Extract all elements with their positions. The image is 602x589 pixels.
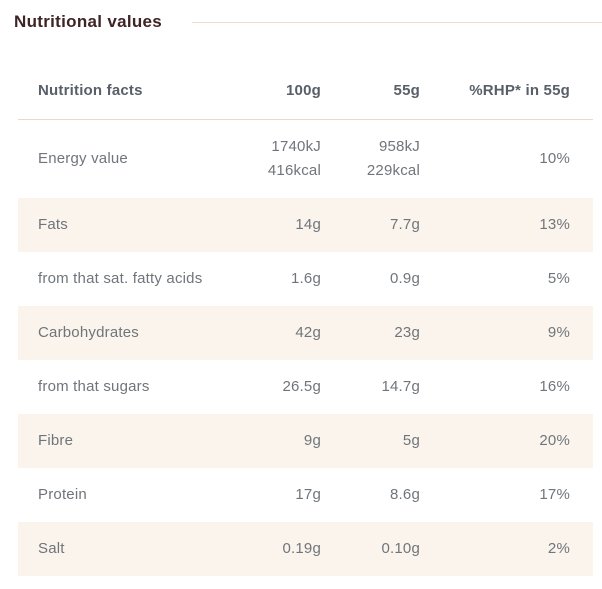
value-per-55g: 8.6g xyxy=(390,486,420,503)
table-body: Energy value 1740kJ 416kcal 958kJ 229kca… xyxy=(18,120,593,576)
row-label: from that sat. fatty acids xyxy=(38,270,203,287)
nutrition-table: Nutrition facts 100g 55g %RHP* in 55g En… xyxy=(18,82,593,576)
table-row-carbohydrates: Carbohydrates 42g 23g 9% xyxy=(18,306,593,360)
table-row-fats: Fats 14g 7.7g 13% xyxy=(18,198,593,252)
row-label: Salt xyxy=(38,540,65,557)
value-rhp: 9% xyxy=(547,324,570,341)
value-per-55g: 5g xyxy=(402,432,420,449)
row-label: Fats xyxy=(38,216,68,233)
row-label: Protein xyxy=(38,486,87,503)
table-header: Nutrition facts 100g 55g %RHP* in 55g xyxy=(18,82,593,120)
page-title: Nutritional values xyxy=(14,12,163,31)
section-header: Nutritional values xyxy=(0,12,602,32)
table-row-energy: Energy value 1740kJ 416kcal 958kJ 229kca… xyxy=(18,120,593,199)
value-per-100g: 26.5g xyxy=(282,378,321,395)
value-rhp: 20% xyxy=(539,432,570,449)
column-header-100g: 100g xyxy=(228,82,321,120)
row-label: from that sugars xyxy=(38,378,150,395)
column-header-rhp: %RHP* in 55g xyxy=(420,82,593,120)
table-row-sugars: from that sugars 26.5g 14.7g 16% xyxy=(18,360,593,414)
value-per-100g: 1740kJ 416kcal xyxy=(267,138,321,179)
value-per-55g: 14.7g xyxy=(381,378,420,395)
column-header-55g: 55g xyxy=(321,82,420,120)
row-label: Carbohydrates xyxy=(38,324,139,341)
value-rhp: 10% xyxy=(539,150,570,167)
table-row-salt: Salt 0.19g 0.10g 2% xyxy=(18,522,593,576)
value-rhp: 17% xyxy=(539,486,570,503)
column-header-nutrition-facts: Nutrition facts xyxy=(18,82,228,120)
row-label: Fibre xyxy=(38,432,74,449)
table-row-sat-fatty-acids: from that sat. fatty acids 1.6g 0.9g 5% xyxy=(18,252,593,306)
value-rhp: 13% xyxy=(539,216,570,233)
value-rhp: 5% xyxy=(547,270,570,287)
nutrition-table-container: Nutrition facts 100g 55g %RHP* in 55g En… xyxy=(18,82,593,576)
value-per-100g: 0.19g xyxy=(282,540,321,557)
value-per-100g: 42g xyxy=(295,324,321,341)
table-row-fibre: Fibre 9g 5g 20% xyxy=(18,414,593,468)
value-rhp: 2% xyxy=(547,540,570,557)
value-rhp: 16% xyxy=(539,378,570,395)
value-per-100g: 1.6g xyxy=(291,270,321,287)
value-per-55g: 23g xyxy=(394,324,420,341)
nutritional-values-section: Nutritional values Nutrition facts 100g … xyxy=(0,12,602,576)
value-per-55g: 0.10g xyxy=(381,540,420,557)
header-row: Nutrition facts 100g 55g %RHP* in 55g xyxy=(18,82,593,120)
value-per-100g: 14g xyxy=(295,216,321,233)
value-per-55g: 0.9g xyxy=(390,270,420,287)
value-per-55g: 958kJ 229kcal xyxy=(366,138,420,179)
title-divider-line xyxy=(192,21,602,23)
value-per-100g: 17g xyxy=(295,486,321,503)
value-per-55g: 7.7g xyxy=(390,216,420,233)
table-row-protein: Protein 17g 8.6g 17% xyxy=(18,468,593,522)
row-label: Energy value xyxy=(38,150,128,167)
value-per-100g: 9g xyxy=(303,432,321,449)
